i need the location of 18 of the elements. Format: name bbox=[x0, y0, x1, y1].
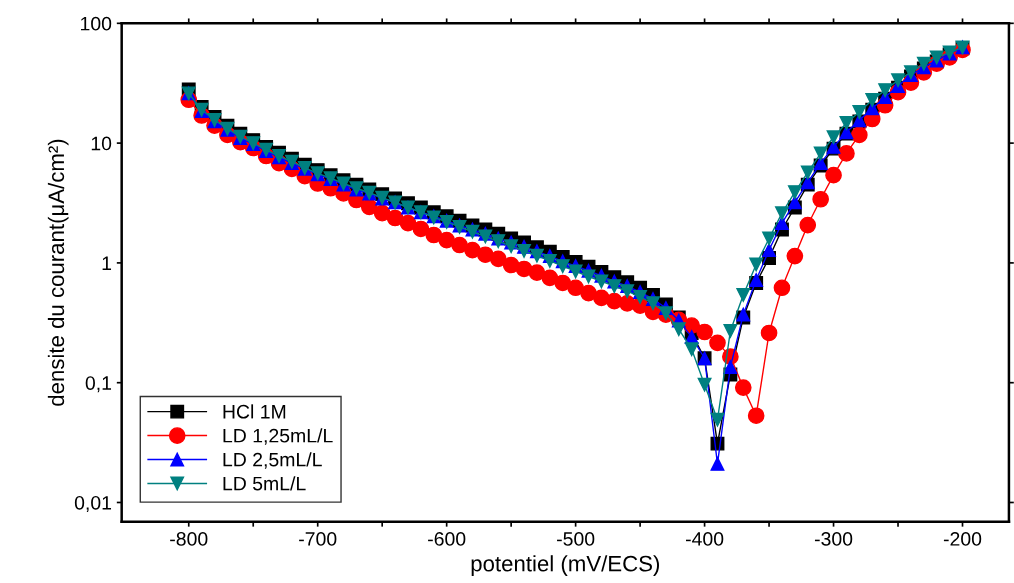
x-tick-label: -500 bbox=[557, 532, 595, 546]
x-tick-label: -800 bbox=[170, 532, 208, 546]
y-tick-label: 0,01 bbox=[74, 495, 112, 513]
y-tick-label: 10 bbox=[91, 136, 112, 151]
legend-label: LD 5mL/L bbox=[223, 476, 306, 491]
x-axis-title: potentiel (mV/ECS) bbox=[471, 555, 660, 576]
x-tick-label: -300 bbox=[814, 532, 853, 546]
legend-label: HCl 1M bbox=[223, 404, 286, 419]
x-tick-label: -700 bbox=[299, 532, 337, 546]
y-axis-title: densite du courant(μA/cm²) bbox=[47, 139, 69, 406]
y-tick-label: 1 bbox=[102, 256, 112, 270]
y-tick-label: 100 bbox=[81, 16, 112, 31]
x-tick-label: -200 bbox=[943, 532, 982, 546]
legend-label: LD 2,5mL/L bbox=[223, 452, 322, 469]
x-tick-label: -600 bbox=[428, 532, 466, 546]
x-tick-label: -400 bbox=[685, 532, 724, 546]
legend-label: LD 1,25mL/L bbox=[223, 428, 333, 445]
y-tick-label: 0,1 bbox=[85, 376, 112, 393]
